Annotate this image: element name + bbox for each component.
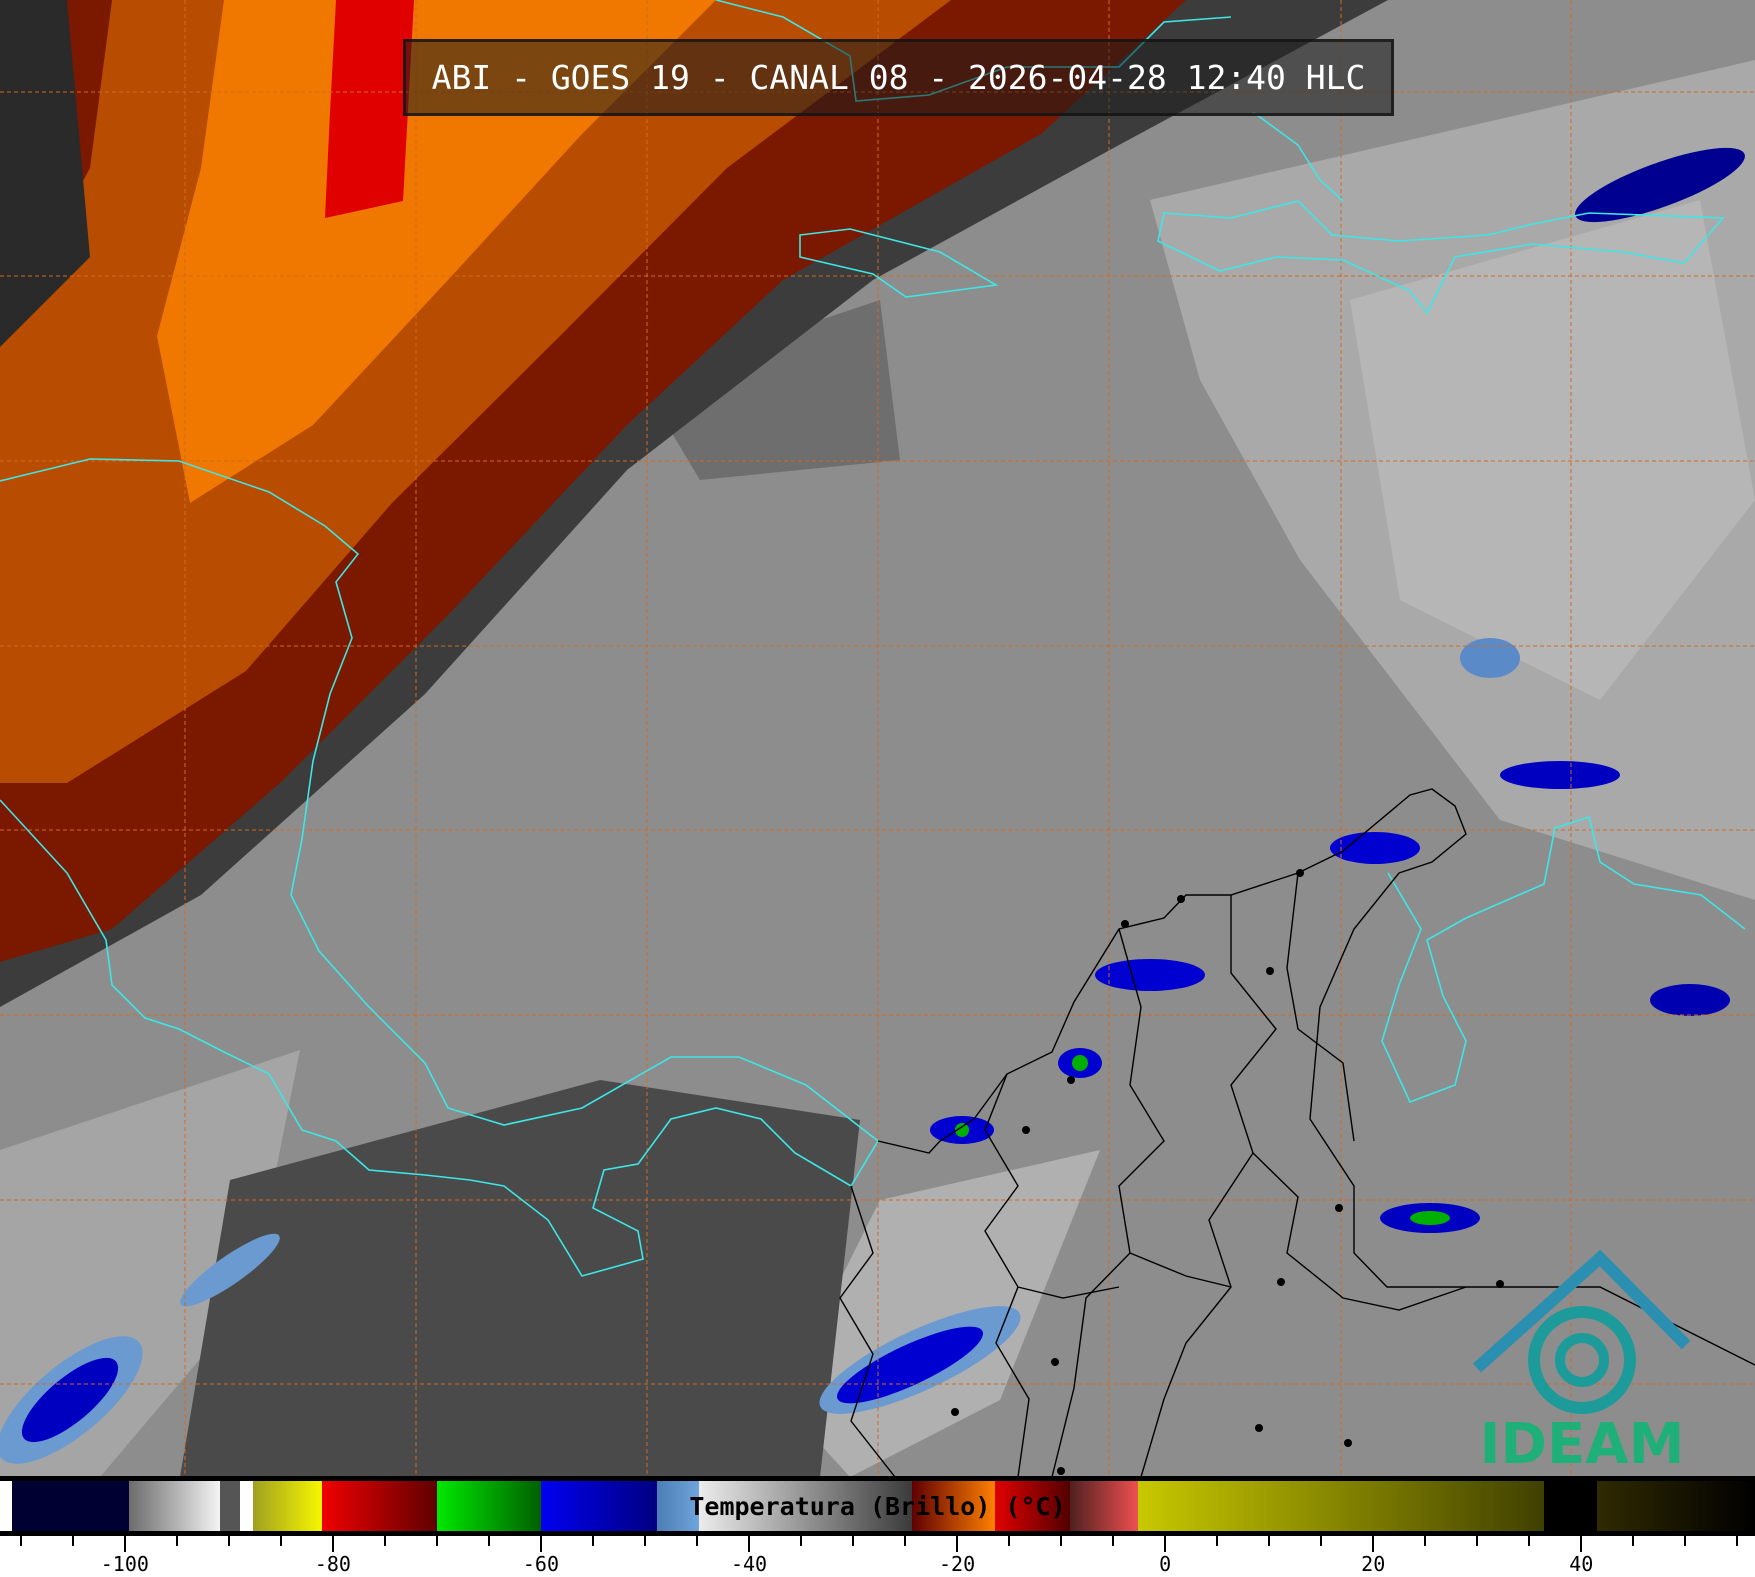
ideam-logo: IDEAM <box>1473 1249 1691 1477</box>
minor-tick <box>1632 1536 1635 1546</box>
minor-tick <box>1216 1536 1219 1546</box>
tick-label: 20 <box>1361 1552 1386 1576</box>
minor-tick <box>1320 1536 1323 1546</box>
minor-tick <box>591 1536 594 1546</box>
major-tick <box>539 1536 542 1552</box>
colorbar-segment <box>657 1481 700 1531</box>
tick-label: -80 <box>314 1552 351 1576</box>
minor-tick <box>643 1536 646 1546</box>
light-cloud-regions <box>0 60 1755 1477</box>
major-tick <box>1164 1536 1167 1552</box>
logo-spiral-icon <box>1528 1306 1636 1414</box>
colorbar-segment <box>0 1481 13 1531</box>
colorbar-segment <box>912 1481 996 1531</box>
tick-label: 40 <box>1569 1552 1594 1576</box>
colorbar-segment <box>1138 1481 1545 1531</box>
logo-text: IDEAM <box>1480 1412 1685 1477</box>
colorbar-segment <box>994 1481 1071 1531</box>
minor-tick <box>904 1536 907 1546</box>
minor-tick <box>487 1536 490 1546</box>
major-tick <box>1372 1536 1375 1552</box>
minor-tick <box>1736 1536 1739 1546</box>
colorbar-label: Temperatura (Brillo) (°C) <box>0 1481 1755 1531</box>
minor-tick <box>1476 1536 1479 1546</box>
major-tick <box>748 1536 751 1552</box>
colorbar-segment <box>252 1481 323 1531</box>
minor-tick <box>227 1536 230 1546</box>
major-tick <box>123 1536 126 1552</box>
tick-label: 0 <box>1159 1552 1172 1576</box>
tick-label: -100 <box>100 1552 149 1576</box>
major-tick <box>331 1536 334 1552</box>
colorbar <box>0 1481 1755 1531</box>
minor-tick <box>71 1536 74 1546</box>
minor-tick <box>1060 1536 1063 1546</box>
colorbar-segment <box>128 1481 220 1531</box>
minor-tick <box>19 1536 22 1546</box>
colorbar-segment <box>12 1481 130 1531</box>
political-borders <box>839 788 1755 1477</box>
minor-tick <box>1268 1536 1271 1546</box>
tick-label: -40 <box>730 1552 768 1576</box>
minor-tick <box>852 1536 855 1546</box>
minor-tick <box>1008 1536 1011 1546</box>
minor-tick <box>1424 1536 1427 1546</box>
city-markers <box>951 869 1504 1475</box>
minor-tick <box>175 1536 178 1546</box>
satellite-image: IDEAM <box>0 0 1755 1477</box>
image-title: ABI - GOES 19 - CANAL 08 - 2026-04-28 12… <box>431 58 1366 97</box>
minor-tick <box>279 1536 282 1546</box>
minor-tick <box>1528 1536 1531 1546</box>
colorbar-segment <box>436 1481 542 1531</box>
colorbar-label-text: Temperatura (Brillo) (°C) <box>689 1491 1066 1521</box>
colorbar-segment <box>1543 1481 1598 1531</box>
minor-tick <box>435 1536 438 1546</box>
colorbar-segment <box>240 1481 254 1531</box>
minor-tick <box>800 1536 803 1546</box>
logo-roof-icon <box>1473 1249 1691 1373</box>
minor-tick <box>1684 1536 1687 1546</box>
title-banner: ABI - GOES 19 - CANAL 08 - 2026-04-28 12… <box>403 39 1394 116</box>
minor-tick <box>1112 1536 1115 1546</box>
major-tick <box>956 1536 959 1552</box>
tick-label: -60 <box>522 1552 560 1576</box>
colorbar-segment <box>699 1481 913 1531</box>
tick-label: -20 <box>939 1552 976 1576</box>
colorbar-segment <box>1070 1481 1139 1531</box>
colorbar-segment <box>540 1481 658 1531</box>
minor-tick <box>696 1536 698 1546</box>
colorbar-segment <box>1596 1481 1755 1531</box>
colorbar-axis: -100 -80 -60 -40 -20 0 20 40 <box>0 1536 1755 1577</box>
minor-tick <box>383 1536 386 1546</box>
colorbar-segment <box>322 1481 438 1531</box>
cold-cloud-band <box>0 0 1186 962</box>
major-tick <box>1580 1536 1583 1552</box>
colorbar-segment <box>219 1481 241 1531</box>
